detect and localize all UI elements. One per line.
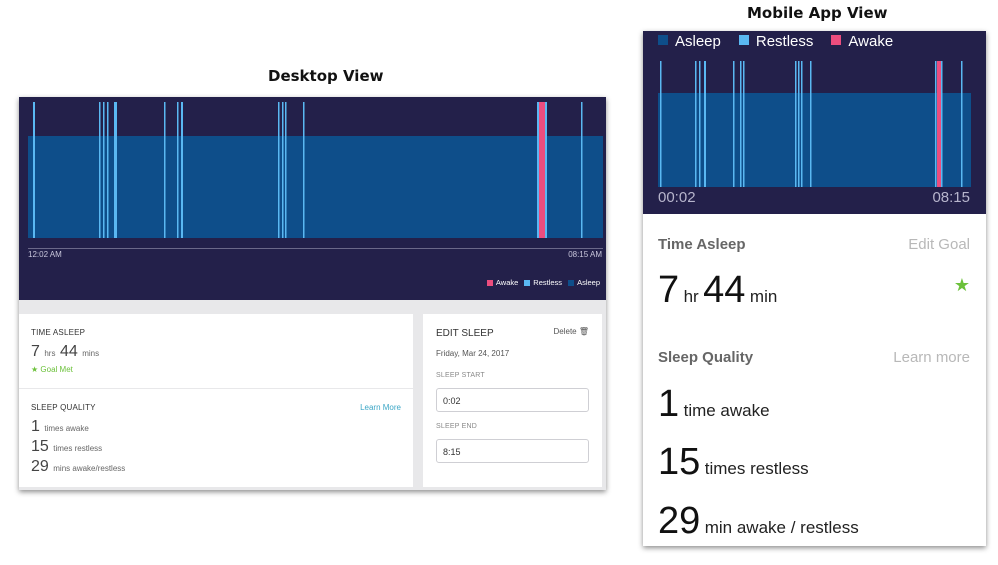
star-icon: ★ [953,275,970,295]
restless-bar [798,61,800,187]
edit-sleep-card: EDIT SLEEP Delete 🗑 Friday, Mar 24, 2017… [423,314,602,487]
time-axis-line [28,248,603,249]
restless-bar [164,102,166,238]
mobile-sleep-graph [658,61,971,187]
sleep-quality-label: SLEEP QUALITY [31,403,96,412]
restless-bar [303,102,305,238]
sleep-quality-card: SLEEP QUALITY Learn More 1 times awake 1… [19,389,413,487]
restless-bar [699,61,701,187]
awake-count-row: 1 time awake [658,383,770,425]
learn-more-link[interactable]: Learn More [360,403,401,412]
trash-icon: 🗑 [578,327,589,336]
restless-bar [537,102,539,238]
desktop-sleep-graph [28,102,603,249]
awake-bar [539,102,545,238]
restless-bar [941,61,943,187]
asleep-band [658,93,971,187]
restless-bar [103,102,105,238]
restless-count-row: 15 times restless [31,438,103,455]
sleep-start-input[interactable]: 0:02 [436,388,589,412]
minutes-awake-row: 29 mins awake/restless [31,458,126,475]
restless-bar [181,102,183,238]
restless-bar [801,61,803,187]
restless-bar [282,102,284,238]
restless-bar [285,102,287,238]
legend-asleep: Asleep [658,33,721,50]
edit-goal-link[interactable]: Edit Goal [908,236,970,253]
chart-start-time: 00:02 [658,189,696,206]
restless-bar [660,61,662,187]
time-asleep-card: TIME ASLEEP 7 hrs 44 mins ★ Goal Met [19,314,413,388]
restless-bar [581,102,583,238]
restless-bar [177,102,179,238]
restless-bar [961,61,963,187]
restless-bar [33,102,35,238]
delete-button[interactable]: Delete 🗑 [553,327,589,336]
edit-sleep-title: EDIT SLEEP [436,328,494,339]
awake-bar [937,61,941,187]
time-asleep-value: 7 hrs 44 mins [31,343,100,360]
minutes-awake-row: 29 min awake / restless [658,500,859,542]
time-asleep-label: Time Asleep [658,236,746,253]
star-icon: ★ [31,365,39,374]
restless-count-row: 15 times restless [658,441,809,483]
desktop-sleep-chart: 12:02 AM 08:15 AM Awake Restless Asleep [19,97,606,300]
time-asleep-value: 7 hr 44 min [658,269,778,311]
chart-end-time: 08:15 AM [568,250,602,259]
mobile-view-heading: Mobile App View [747,4,888,22]
restless-bar [733,61,735,187]
restless-bar [704,61,706,187]
restless-bar [935,61,937,187]
restless-bar [743,61,745,187]
legend-asleep: Asleep [568,278,600,287]
chart-end-time: 08:15 [932,189,970,206]
legend-restless: Restless [738,33,813,50]
legend-awake: Awake [486,278,518,287]
mobile-chart-legend: Asleep Restless Awake [658,33,893,50]
restless-bar [810,61,812,187]
desktop-view-heading: Desktop View [268,67,384,85]
awake-count-row: 1 times awake [31,418,89,435]
sleep-end-label: SLEEP END [436,423,477,430]
mobile-sleep-panel: Asleep Restless Awake 00:02 08:15 Time A… [643,31,986,546]
restless-bar [695,61,697,187]
legend-restless: Restless [524,278,562,287]
sleep-quality-label: Sleep Quality [658,349,754,366]
goal-met-badge: ★ Goal Met [31,365,73,374]
learn-more-link[interactable]: Learn more [893,349,970,366]
restless-bar [795,61,797,187]
sleep-end-input[interactable]: 8:15 [436,439,589,463]
time-asleep-label: TIME ASLEEP [31,328,86,337]
desktop-sleep-panel: 12:02 AM 08:15 AM Awake Restless Asleep … [19,97,606,490]
sleep-date: Friday, Mar 24, 2017 [436,349,510,358]
restless-bar [278,102,280,238]
legend-awake: Awake [831,33,893,50]
chart-legend: Awake Restless Asleep [486,278,600,287]
asleep-band [28,136,603,238]
chart-start-time: 12:02 AM [28,250,62,259]
sleep-start-label: SLEEP START [436,372,485,379]
restless-bar [107,102,109,238]
restless-bar [114,102,117,238]
mobile-sleep-chart: Asleep Restless Awake 00:02 08:15 [643,31,986,214]
restless-bar [740,61,742,187]
restless-bar [99,102,101,238]
restless-bar [545,102,547,238]
